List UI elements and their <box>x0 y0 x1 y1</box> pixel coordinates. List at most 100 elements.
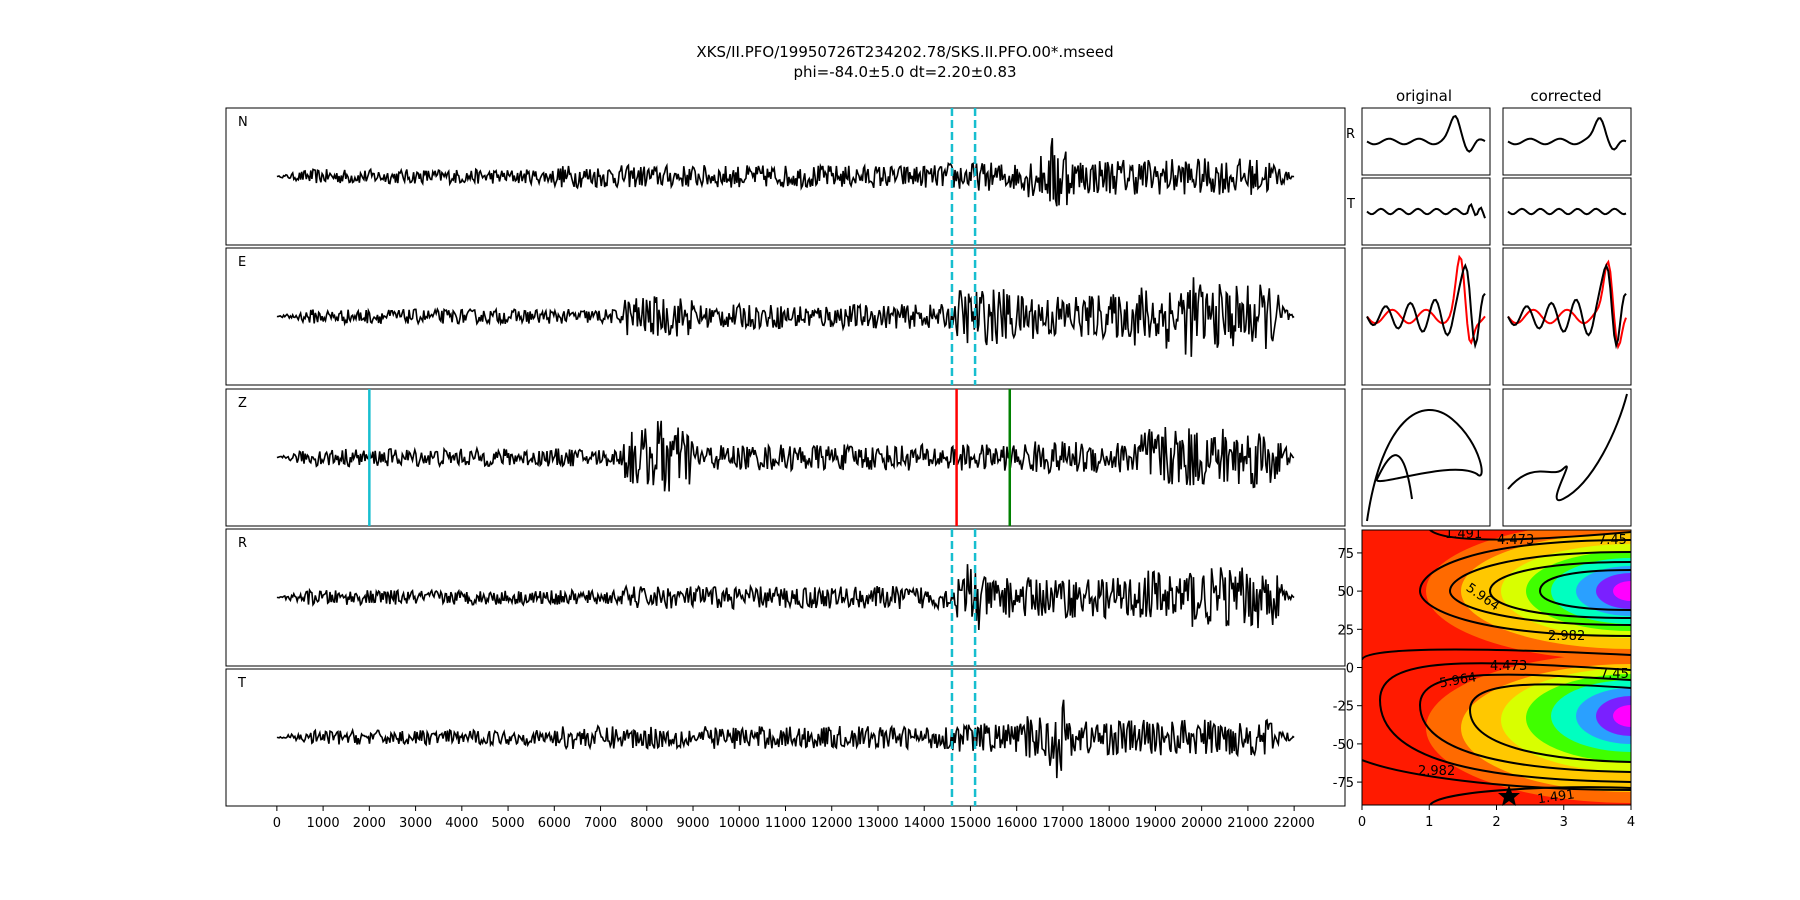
small-panel-frame <box>1361 177 1491 246</box>
trace-panel-t: T <box>225 668 1346 807</box>
x-tick-label: 14000 <box>904 816 945 831</box>
panel-label: R <box>238 536 247 551</box>
contour-label-1: 1.491 <box>1445 527 1482 542</box>
x-axis: 0 1000 2000 3000 4000 5000 6000 7000 8000 9000 100… <box>273 806 1315 831</box>
column-header-original: original <box>1396 87 1452 105</box>
contour-label-8: 7.45 <box>1600 667 1629 682</box>
x-tick-label: 22000 <box>1273 816 1314 831</box>
x-tick-label: 3000 <box>399 816 432 831</box>
map-x-tick-label: 0 <box>1358 815 1366 830</box>
x-tick-label: 2000 <box>353 816 386 831</box>
contour-label-5: 2.982 <box>1548 629 1585 644</box>
trace-n <box>276 137 1295 207</box>
small-trace-r <box>1366 114 1486 153</box>
contour-5964-top <box>1488 561 1631 619</box>
x-tick-label: 12000 <box>811 816 852 831</box>
x-tick-label: 0 <box>273 816 281 831</box>
contour-2982-bottom <box>1362 648 1631 661</box>
panel-label: E <box>238 255 246 270</box>
small-panel-original-0 <box>1361 107 1491 176</box>
contour-1491-top <box>1429 530 1631 541</box>
x-tick-label: 9000 <box>676 816 709 831</box>
x-tick-label: 11000 <box>765 816 806 831</box>
contour-label-9: 2.982 <box>1418 764 1455 779</box>
x-tick-label: 21000 <box>1227 816 1268 831</box>
x-tick-label: 7000 <box>584 816 617 831</box>
trace-panel-r: R <box>225 528 1346 667</box>
small-panel-original-3 <box>1361 388 1491 527</box>
contour-label-3: 7.45 <box>1598 533 1627 548</box>
contour-5964-bottom <box>1418 673 1631 773</box>
panel-label: T <box>237 676 246 691</box>
seismogram-panels: N E Z R T <box>225 107 1346 807</box>
map-x-tick-label: 4 <box>1627 815 1635 830</box>
particle-motion <box>1507 393 1628 502</box>
small-panel-original-1 <box>1361 177 1491 246</box>
map-y-tick-label: 25 <box>1337 623 1354 638</box>
x-tick-label: 17000 <box>1042 816 1083 831</box>
small-panel-corrected-1 <box>1502 177 1632 246</box>
contour-2982-top <box>1418 539 1631 637</box>
column-header-corrected: corrected <box>1530 87 1601 105</box>
x-tick-label: 15000 <box>950 816 991 831</box>
trace-panel-z: Z <box>225 388 1346 527</box>
x-tick-label: 10000 <box>719 816 760 831</box>
x-tick-label: 20000 <box>1181 816 1222 831</box>
small-trace-black <box>1507 262 1627 350</box>
small-panel-frame <box>1502 388 1632 527</box>
small-trace-t <box>1507 207 1627 216</box>
small-trace-red <box>1366 254 1486 346</box>
error-surface-panel: 1.491 4.473 7.45 5.964 2.982 4.473 5.964… <box>1333 527 1635 830</box>
contour-label-10: 1.491 <box>1537 787 1576 807</box>
title-line2: phi=-84.0±5.0 dt=2.20±0.83 <box>793 63 1016 81</box>
small-trace-r <box>1507 117 1627 151</box>
particle-motion <box>1366 409 1483 522</box>
panel-frame <box>225 388 1346 527</box>
x-tick-label: 16000 <box>996 816 1037 831</box>
small-trace-t <box>1366 202 1486 219</box>
x-tick-label: 19000 <box>1135 816 1176 831</box>
x-tick-label: 13000 <box>857 816 898 831</box>
contour-745-bottom <box>1468 683 1631 763</box>
map-y-tick-label: -25 <box>1333 700 1354 715</box>
small-panel-corrected-2 <box>1502 247 1632 386</box>
map-y-tick-label: 50 <box>1337 585 1354 600</box>
trace-r <box>276 564 1295 631</box>
trace-panel-e: E <box>225 247 1346 386</box>
small-row-label: R <box>1346 127 1355 142</box>
small-panel-corrected-0 <box>1502 107 1632 176</box>
contour-label-7: 5.964 <box>1438 670 1477 691</box>
contour-745-top <box>1538 569 1631 611</box>
contour-label-6: 4.473 <box>1490 659 1527 674</box>
x-tick-label: 8000 <box>630 816 663 831</box>
map-x-tick-label: 3 <box>1560 815 1568 830</box>
best-fit-star <box>1498 785 1520 806</box>
x-tick-label: 18000 <box>1088 816 1129 831</box>
title-line1: XKS/II.PFO/19950726T234202.78/SKS.II.PFO… <box>696 43 1113 61</box>
x-tick-label: 4000 <box>445 816 478 831</box>
small-row-label: T <box>1346 197 1355 212</box>
map-y-tick-label: -50 <box>1333 738 1354 753</box>
map-x-tick-label: 1 <box>1425 815 1433 830</box>
surface-magenta-top <box>1613 581 1631 601</box>
contour-4473-top <box>1448 551 1631 626</box>
panel-label: N <box>238 115 248 130</box>
small-panel-corrected-3 <box>1502 388 1632 527</box>
map-y-tick-label: 75 <box>1337 547 1354 562</box>
map-y-tick-label: 0 <box>1346 662 1354 677</box>
x-tick-label: 1000 <box>307 816 340 831</box>
trace-e <box>276 277 1295 357</box>
small-panel-original-2 <box>1361 247 1491 386</box>
contour-2982-bottom2 <box>1362 759 1631 791</box>
x-tick-label: 5000 <box>492 816 525 831</box>
contour-4473-bottom <box>1378 662 1631 783</box>
small-panel-frame <box>1502 177 1632 246</box>
contour-label-2: 4.473 <box>1497 533 1534 548</box>
trace-t <box>276 699 1295 779</box>
map-y-tick-label: -75 <box>1333 776 1354 791</box>
trace-z <box>276 420 1295 492</box>
waveform-comparison-panels: RT <box>1346 107 1632 527</box>
x-tick-label: 6000 <box>538 816 571 831</box>
surface-magenta-bottom <box>1613 705 1631 727</box>
